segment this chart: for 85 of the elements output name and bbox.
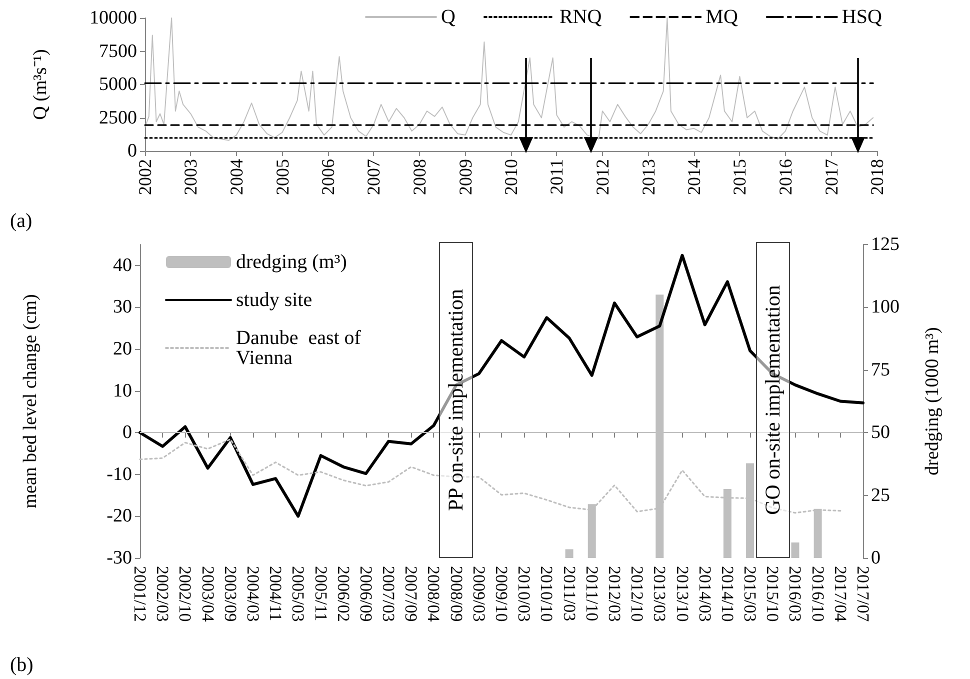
legend-label: Q [441,6,456,28]
x-tick-label: 2007/03 [379,566,398,622]
y-tick-label: 5000 [99,74,137,95]
x-tick-label: 2005/11 [311,566,330,622]
y-tick-label: 0 [122,422,132,444]
y-tick-label: -20 [106,506,132,527]
x-tick-label: 2013 [638,159,658,195]
x-tick-label: 2016/03 [786,566,805,622]
x-tick-label: 2007 [364,159,384,195]
y-tick-label: 10 [113,380,132,402]
y2-tick-label: 50 [871,422,890,444]
x-tick-label: 2003 [180,159,201,195]
text-box: GO on-site implementation [756,242,790,558]
legend-label: RNQ [559,6,602,28]
x-tick-label: 2003/04 [198,566,218,622]
x-tick-label: 2014/10 [718,566,737,622]
y2-tick-label: 125 [871,234,900,255]
annotation: GO on-site implementation [760,285,786,515]
x-tick-label: 2015/10 [763,566,782,622]
y-tick-label: -10 [106,464,132,485]
x-tick-label: 2012/03 [604,566,624,622]
x-tick-label: 2010/03 [514,566,534,622]
y2-axis-title: dredging (1000 m³) [922,327,943,476]
x-tick-label: 2011/03 [560,566,579,622]
y-tick-label: 20 [113,338,132,360]
x-tick-label: 2010/10 [537,566,556,622]
x-tick-label: 2007/09 [402,566,421,622]
x-tick-label: 2002/03 [153,566,172,622]
x-tick-label: 2013/10 [672,566,692,622]
x-tick-label: 2008/09 [446,566,466,622]
x-tick-label: 2016/10 [808,566,828,622]
x-tick-label: 2012/10 [628,566,647,622]
annotation: PP on-site implementation [444,288,469,512]
x-tick-label: 2011 [546,159,567,194]
x-tick-label: 2009/03 [469,566,488,622]
x-tick-label: 2008/04 [424,566,444,622]
y-tick-label: 30 [113,296,132,318]
x-tick-label: 2005/03 [288,566,308,622]
y-tick-label: 7500 [99,40,137,62]
x-tick-label: 2006/02 [334,566,353,622]
x-tick-label: 2014 [684,159,704,195]
legend-label: MQ [706,6,738,28]
y-tick-label: -30 [106,548,132,568]
x-tick-label: 2017/07 [854,566,872,622]
text: (b) [10,654,34,676]
x-tick-label: 2009 [455,159,476,195]
y2-tick-label: 75 [871,359,890,380]
x-tick-label: 2014/03 [695,566,714,622]
x-tick-label: 2017 [821,159,842,195]
y-tick-label: 10000 [90,8,137,28]
x-tick-label: 2006/09 [356,566,376,622]
legend-label: study site [236,289,312,311]
x-tick-label: 2002/10 [176,566,195,622]
y-tick-label: 0 [128,140,137,162]
legend-label: HSQ [842,6,882,28]
y2-tick-label: 100 [871,296,900,318]
x-tick-label: 2006 [318,159,338,195]
y-tick-label: 40 [113,254,132,276]
x-tick-label: 2010 [501,159,521,195]
legend-label: Danube east of Vienna [236,327,366,369]
y2-tick-label: 25 [871,484,890,506]
x-tick-label: 2004 [226,159,246,195]
legend-label: dredging (m³) [236,251,347,273]
y-tick-label: 2500 [99,107,137,128]
y-axis-title: mean bed level change (cm) [20,294,41,508]
x-tick-label: 2005 [272,159,292,195]
x-tick-label: 2003/09 [220,566,240,622]
y-axis-title: Q (m³s⁻¹) [30,49,51,120]
x-tick-label: 2018 [867,159,887,195]
y2-tick-label: 0 [871,548,880,568]
x-tick-label: 2012 [592,159,612,195]
text: (a) [10,210,32,232]
x-tick-label: 2001/12 [130,566,150,622]
x-tick-label: 2002 [135,159,155,195]
x-tick-label: 2004/03 [243,566,262,622]
x-tick-label: 2011/10 [582,566,602,622]
x-tick-label: 2008 [409,159,430,195]
x-tick-label: 2016 [775,159,796,195]
x-tick-label: 2017/04 [830,566,850,622]
x-tick-label: 2015 [730,159,750,195]
text-box: PP on-site implementation [439,242,474,558]
x-tick-label: 2015/03 [740,566,760,622]
x-tick-label: 2004/11 [266,566,286,622]
x-tick-label: 2013/03 [650,566,670,622]
x-tick-label: 2009/10 [492,566,511,622]
